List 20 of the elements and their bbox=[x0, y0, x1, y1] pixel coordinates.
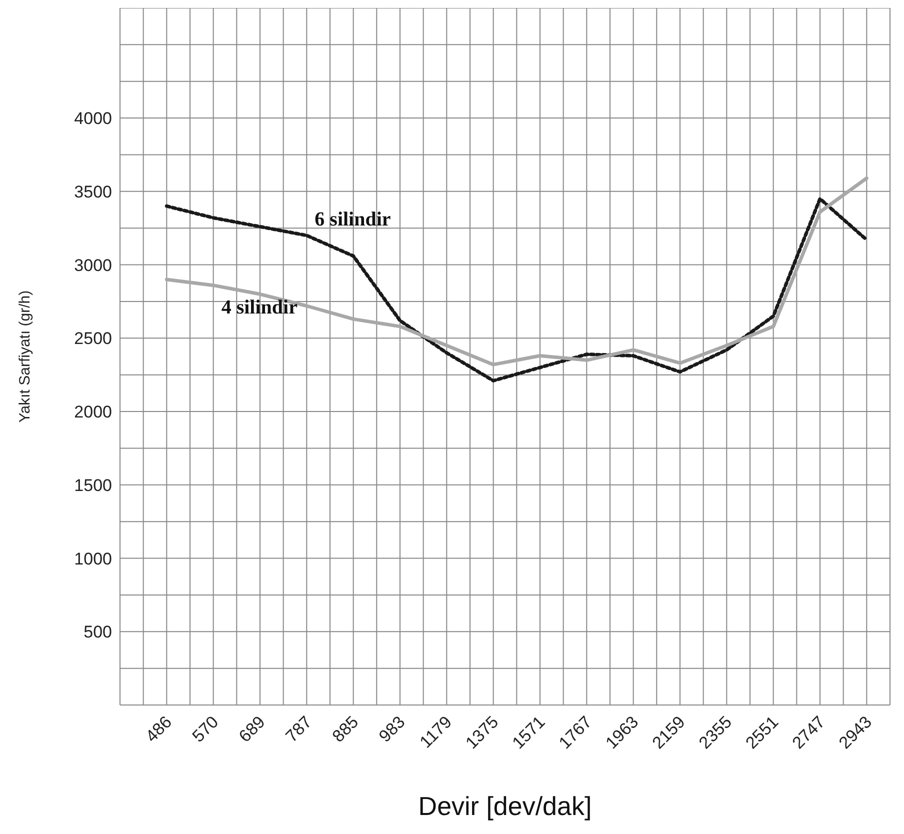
series-label: 4 silindir bbox=[221, 296, 298, 318]
x-tick-label: 486 bbox=[142, 712, 176, 746]
series-label: 6 silindir bbox=[314, 208, 391, 230]
x-tick-label: 885 bbox=[328, 712, 362, 746]
x-axis-title: Devir [dev/dak] bbox=[418, 791, 592, 821]
x-tick-label: 983 bbox=[375, 712, 409, 746]
y-tick-label: 2000 bbox=[74, 402, 112, 422]
x-tick-label: 570 bbox=[188, 712, 222, 746]
y-tick-label: 4000 bbox=[74, 109, 112, 128]
y-tick-label: 1000 bbox=[74, 549, 112, 568]
x-tick-label: 689 bbox=[235, 712, 269, 746]
y-tick-label: 1500 bbox=[74, 476, 112, 495]
y-tick-label: 3000 bbox=[74, 256, 112, 275]
line-series bbox=[164, 197, 868, 382]
y-axis-title: Yakıt Sarfiyatı (gr/h) bbox=[16, 290, 34, 423]
line-series bbox=[164, 176, 868, 366]
y-tick-label: 500 bbox=[84, 622, 112, 642]
y-tick-label: 2500 bbox=[74, 329, 112, 348]
x-tick-label: 787 bbox=[282, 712, 316, 746]
y-tick-label: 3500 bbox=[74, 182, 112, 202]
